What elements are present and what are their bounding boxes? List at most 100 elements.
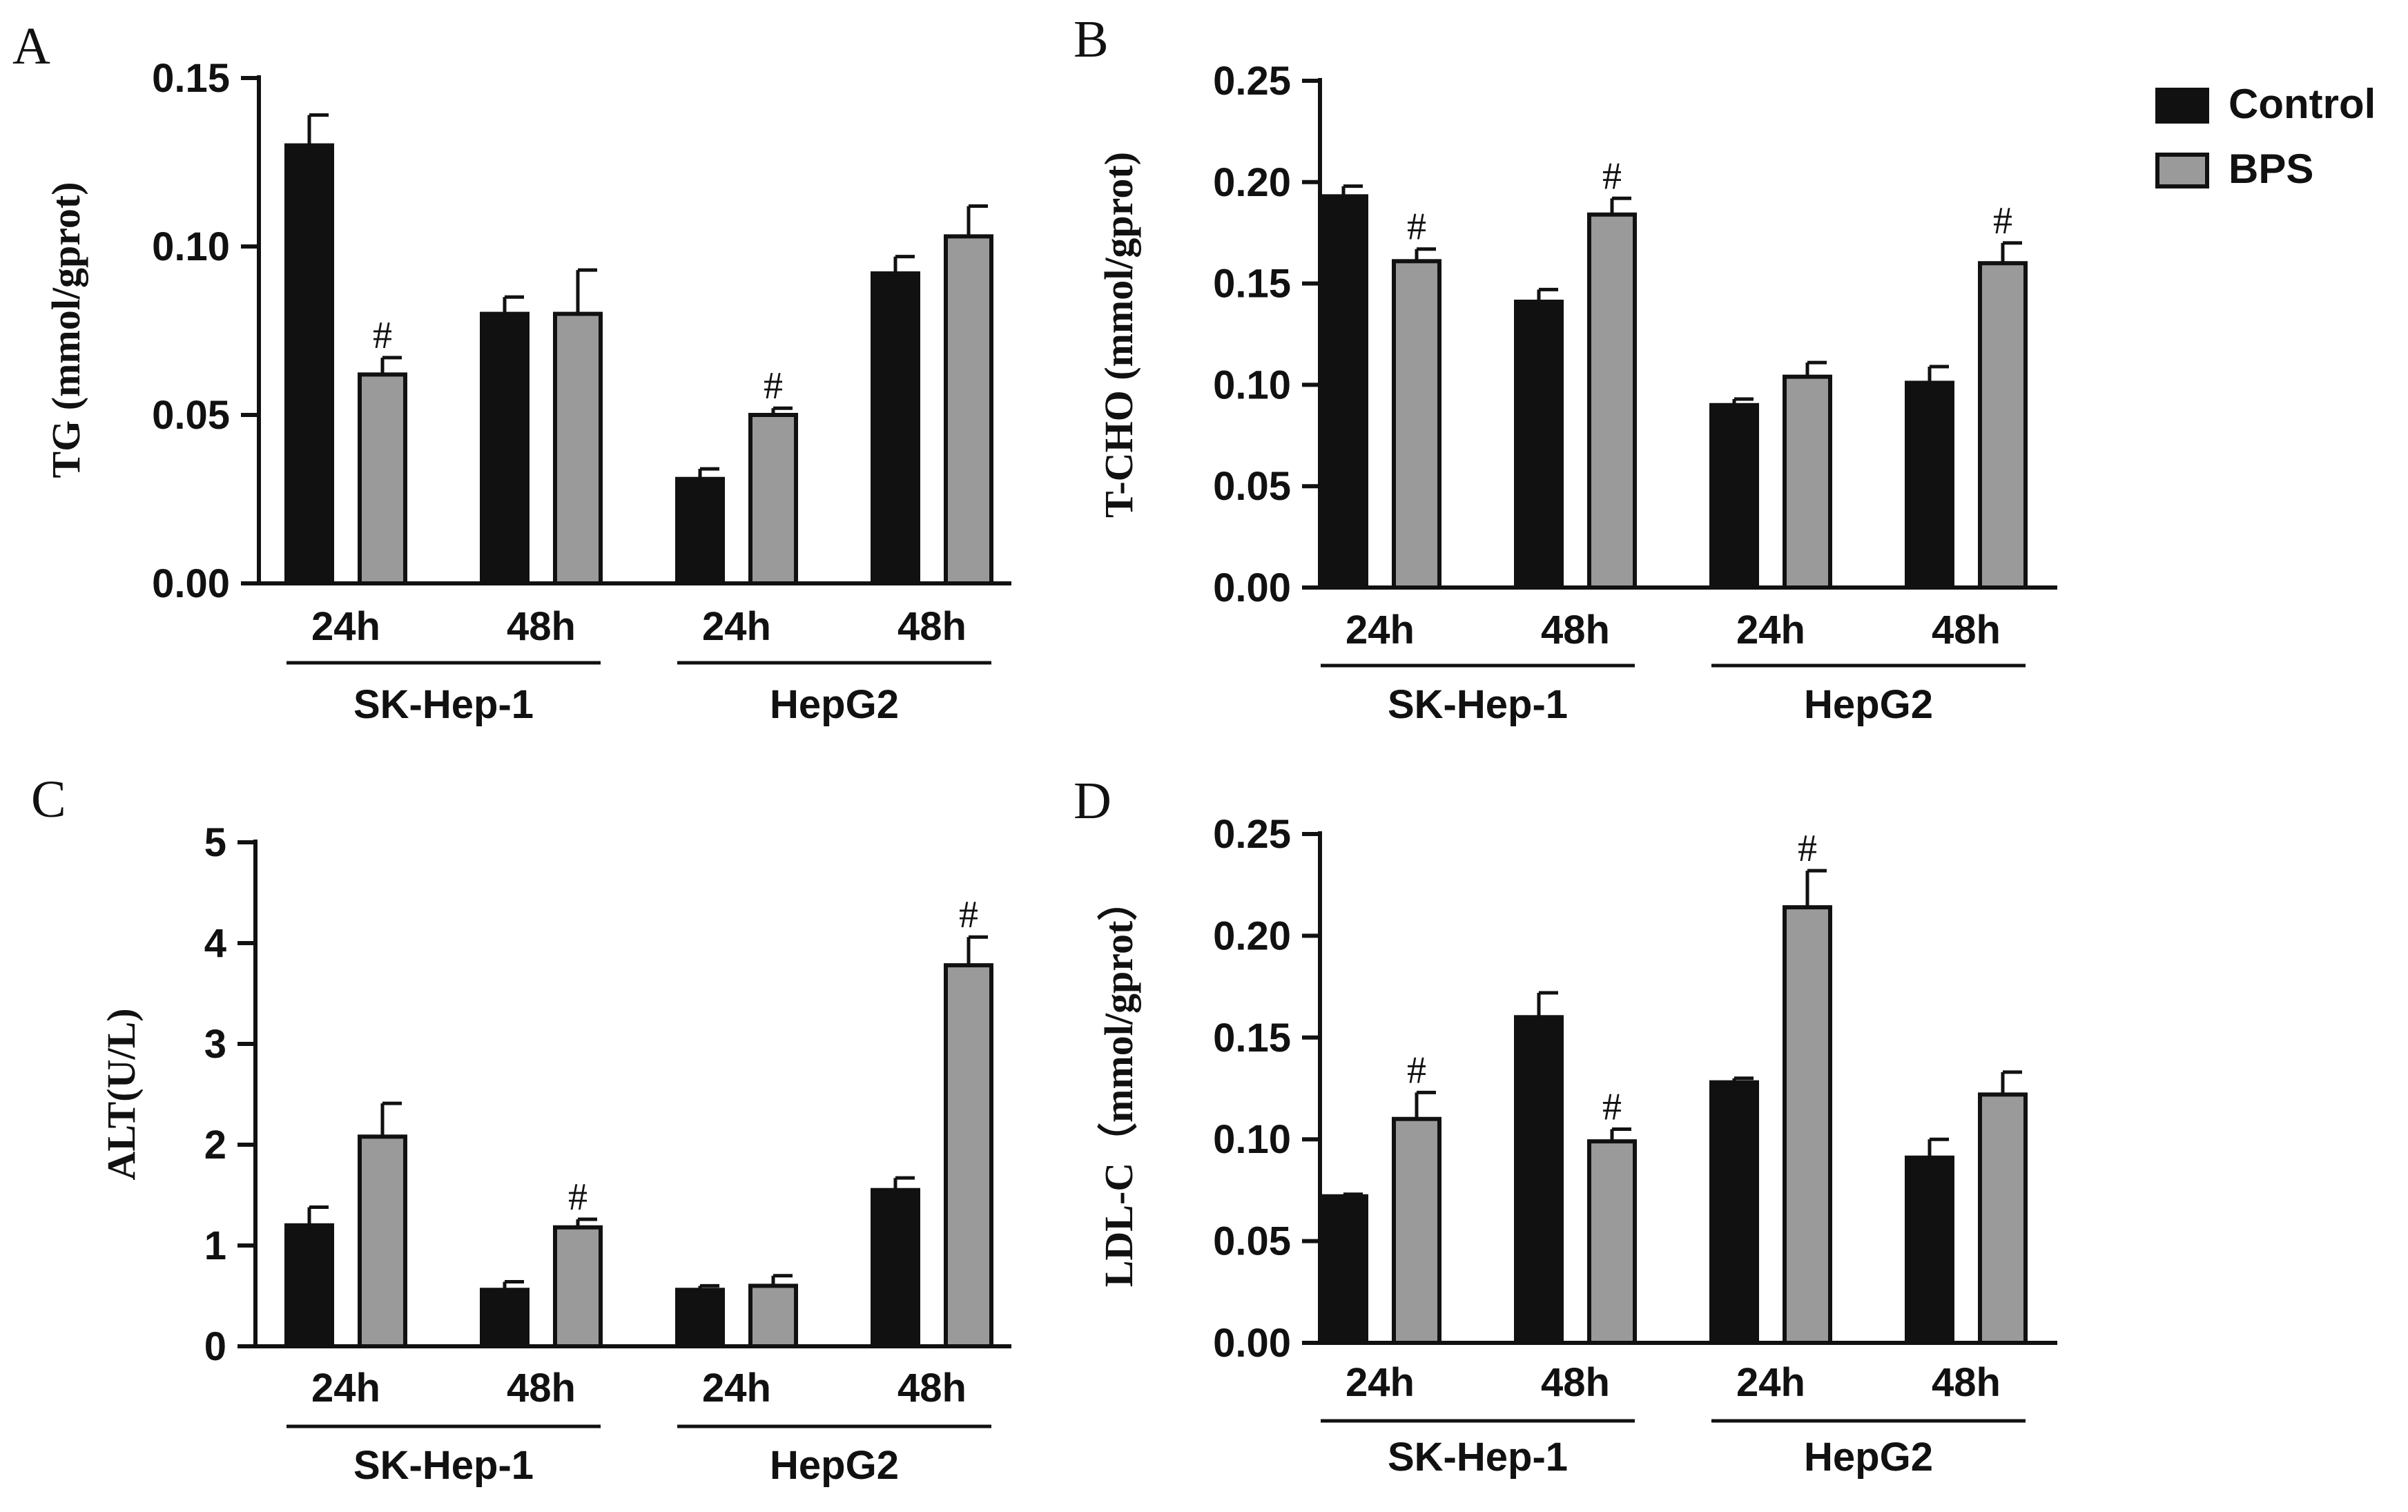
y-tick-label: 0.10: [1213, 362, 1291, 407]
legend: Control BPS: [2155, 81, 2376, 192]
y-tick-label: 3: [204, 1022, 226, 1067]
bar-bps-2: [553, 1225, 603, 1348]
panel-letter: D: [1074, 772, 1111, 830]
x-tick-label: 24h: [311, 1366, 380, 1411]
y-tick-label: 0.00: [1213, 1321, 1291, 1366]
bar-bps-3: [748, 1283, 798, 1349]
group-label: HepG2: [770, 1443, 899, 1488]
bar-control-2: [480, 1288, 530, 1348]
group-label: SK-Hep-1: [1388, 682, 1568, 727]
x-tick-label: 24h: [702, 1366, 771, 1411]
significance-mark: #: [764, 365, 783, 407]
y-tick-label: 0: [204, 1324, 226, 1369]
group-label: SK-Hep-1: [1388, 1435, 1568, 1480]
x-tick-label: 48h: [1541, 608, 1610, 652]
bar-bps-3: [1783, 905, 1832, 1346]
y-tick-label: 0.05: [1213, 1219, 1291, 1264]
x-tick-label: 24h: [702, 604, 771, 649]
bar-control-4: [871, 271, 920, 585]
x-tick-label: 24h: [1736, 1360, 1805, 1405]
bar-control-2: [1514, 1015, 1564, 1345]
bar-control-4: [1905, 1155, 1954, 1346]
bar-control-4: [1905, 380, 1954, 590]
bar-bps-2: [1587, 212, 1637, 590]
group-label: SK-Hep-1: [353, 1443, 534, 1488]
significance-mark: #: [373, 314, 392, 357]
legend-swatch-control: [2155, 88, 2209, 124]
bar-bps-3: [748, 413, 798, 585]
significance-mark: #: [1798, 827, 1817, 870]
y-axis-title: TG (mmol/gprot): [43, 182, 88, 478]
panel-letter: C: [31, 770, 66, 828]
bar-bps-1: [358, 1134, 407, 1348]
x-tick-label: 24h: [1736, 608, 1805, 652]
chart-panel-c: C ALT(U/L) 0 1 2 3 4 5 24h #48h 24h #48h SK-Hep-1 Hep…: [31, 770, 1011, 1488]
x-tick-label: 48h: [897, 604, 967, 649]
group-label: HepG2: [1804, 682, 1933, 727]
x-tick-label: 48h: [1541, 1360, 1610, 1405]
y-tick-label: 0.15: [1213, 262, 1291, 307]
bar-bps-3: [1783, 374, 1832, 590]
significance-mark: #: [1602, 155, 1622, 197]
y-axis-title: T-CHO (mmol/gprot): [1096, 152, 1141, 518]
x-tick-label: 24h: [311, 604, 380, 649]
bar-bps-2: [1587, 1139, 1637, 1345]
panel-letter: A: [12, 17, 50, 75]
y-axis-title: ALT(U/L): [99, 1008, 144, 1180]
bar-control-3: [675, 1288, 725, 1348]
y-tick-label: 0.20: [1213, 160, 1291, 205]
bar-bps-4: [944, 963, 993, 1348]
significance-mark: #: [1407, 206, 1426, 249]
bar-bps-4: [1978, 1092, 2028, 1345]
bar-control-1: [1319, 1194, 1368, 1346]
group-label: HepG2: [1804, 1435, 1933, 1480]
significance-mark: #: [1407, 1049, 1426, 1092]
bar-bps-1: [1392, 1116, 1441, 1345]
significance-mark: #: [568, 1176, 588, 1219]
bar-control-1: [284, 1223, 334, 1349]
legend-swatch-bps: [2155, 153, 2209, 188]
y-tick-label: 0.15: [152, 56, 230, 101]
y-tick-label: 0.20: [1213, 913, 1291, 958]
bar-control-3: [1709, 403, 1759, 590]
y-tick-label: 0.05: [1213, 464, 1291, 509]
y-tick-label: 0.25: [1213, 59, 1291, 104]
bar-bps-4: [944, 234, 993, 585]
bar-bps-1: [358, 372, 407, 585]
y-tick-label: 0.25: [1213, 812, 1291, 857]
bar-control-2: [480, 311, 530, 585]
y-tick-label: 0.15: [1213, 1016, 1291, 1060]
y-tick-label: 0.05: [152, 393, 230, 438]
bar-bps-2: [553, 311, 603, 585]
significance-mark: #: [959, 893, 978, 936]
legend-label-control: Control: [2229, 81, 2376, 127]
legend-label-bps: BPS: [2229, 146, 2313, 192]
y-axis-title: LDL-C（mmol/gprot）: [1096, 881, 1141, 1288]
y-tick-label: 0.00: [1213, 565, 1291, 610]
bar-control-2: [1514, 300, 1564, 590]
bar-control-1: [1319, 194, 1368, 590]
chart-panel-d: D LDL-C（mmol/gprot） 0.00 0.05 0.10 0.15 0.20 0.…: [1074, 772, 2057, 1480]
chart-panel-a: A TG (mmol/gprot) 0.00 0.05 0.10 0.15 #24h 48h #…: [12, 17, 1011, 727]
panel-letter: B: [1074, 10, 1109, 68]
bar-control-1: [284, 143, 334, 586]
bar-bps-4: [1978, 261, 2028, 590]
x-tick-label: 48h: [507, 1366, 576, 1411]
y-tick-label: 5: [204, 820, 226, 865]
bar-control-3: [1709, 1080, 1759, 1345]
group-label: HepG2: [770, 682, 899, 727]
y-tick-label: 1: [204, 1223, 226, 1268]
bar-bps-1: [1392, 259, 1441, 590]
significance-mark: #: [1602, 1085, 1622, 1128]
x-tick-label: 48h: [507, 604, 576, 649]
x-tick-label: 24h: [1346, 608, 1415, 652]
y-tick-label: 4: [204, 921, 226, 966]
significance-mark: #: [1993, 200, 2012, 242]
bar-control-3: [675, 476, 725, 585]
y-tick-label: 2: [204, 1123, 226, 1167]
bar-control-4: [871, 1188, 920, 1348]
x-tick-label: 48h: [1932, 1360, 2001, 1405]
y-tick-label: 0.00: [152, 561, 230, 606]
x-tick-label: 48h: [897, 1366, 967, 1411]
